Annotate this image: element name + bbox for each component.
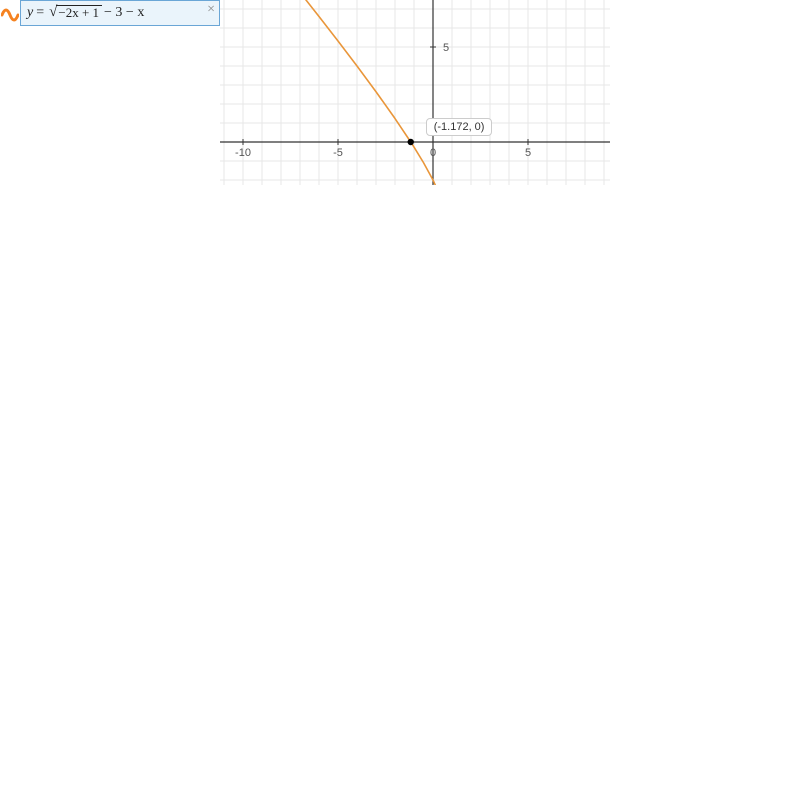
equation-input[interactable]: y = √ −2x + 1 − 3 − x × [20, 0, 220, 26]
equation-panel: y = √ −2x + 1 − 3 − x × [0, 0, 220, 26]
equation-radicand: −2x + 1 [56, 5, 102, 20]
graph-canvas[interactable]: -10 -5 0 5 5 (-1.172, 0) [220, 0, 610, 185]
close-icon[interactable]: × [207, 3, 215, 17]
equation-tail: − 3 − x [104, 5, 144, 21]
equation-lhs: y [27, 5, 33, 21]
svg-text:5: 5 [525, 147, 531, 159]
point-label: (-1.172, 0) [426, 118, 493, 136]
app-root: y = √ −2x + 1 − 3 − x × -10 -5 0 5 5 (-1.172… [0, 0, 800, 800]
svg-text:0: 0 [430, 147, 436, 159]
svg-text:-5: -5 [333, 147, 343, 159]
svg-text:-10: -10 [235, 147, 251, 159]
wave-icon [0, 0, 20, 26]
graph-svg: -10 -5 0 5 5 [220, 0, 610, 185]
equation-sqrt: √ −2x + 1 [49, 5, 102, 20]
equation-equals: = [36, 5, 44, 21]
svg-text:5: 5 [443, 42, 449, 54]
